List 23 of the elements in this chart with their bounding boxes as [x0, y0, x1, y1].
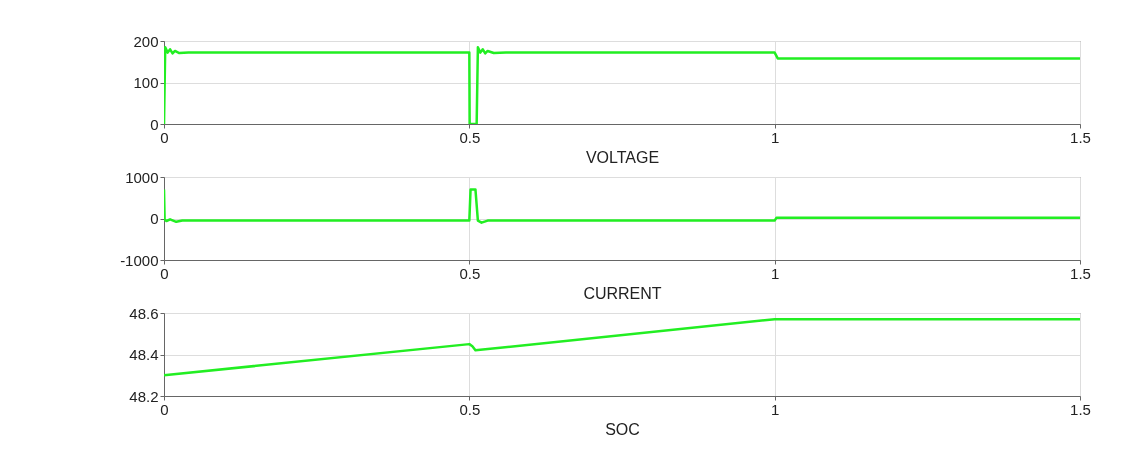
x-tick-label: 1.5: [1070, 264, 1091, 282]
x-tick-label: 1: [770, 128, 780, 146]
y-tick-label: 48.4: [129, 346, 159, 363]
y-tick-label: 0: [150, 210, 159, 227]
x-tick-label: 1.5: [1070, 128, 1091, 146]
x-axis-title: SOC: [605, 420, 640, 438]
x-axis-title: VOLTAGE: [585, 148, 660, 166]
y-tick-label: 48.6: [129, 304, 159, 322]
x-axis-title: CURRENT: [583, 284, 662, 302]
line-series: [164, 188, 1080, 224]
x-tick-label: 1: [770, 264, 780, 282]
y-tick-label: 48.2: [129, 387, 159, 405]
x-tick-label: 1.5: [1070, 400, 1091, 418]
line-series: [164, 317, 1080, 377]
y-tick-label: 100: [133, 74, 159, 91]
y-tick-label: -1000: [120, 251, 159, 269]
x-tick-label: 1: [770, 400, 780, 418]
x-tick-label: 0.5: [459, 128, 481, 146]
y-tick-label: 1000: [125, 168, 159, 186]
y-tick-label: 0: [150, 115, 159, 133]
y-tick-label: 200: [133, 32, 159, 50]
x-tick-label: 0.5: [459, 264, 481, 282]
x-tick-label: 0.5: [459, 400, 481, 418]
